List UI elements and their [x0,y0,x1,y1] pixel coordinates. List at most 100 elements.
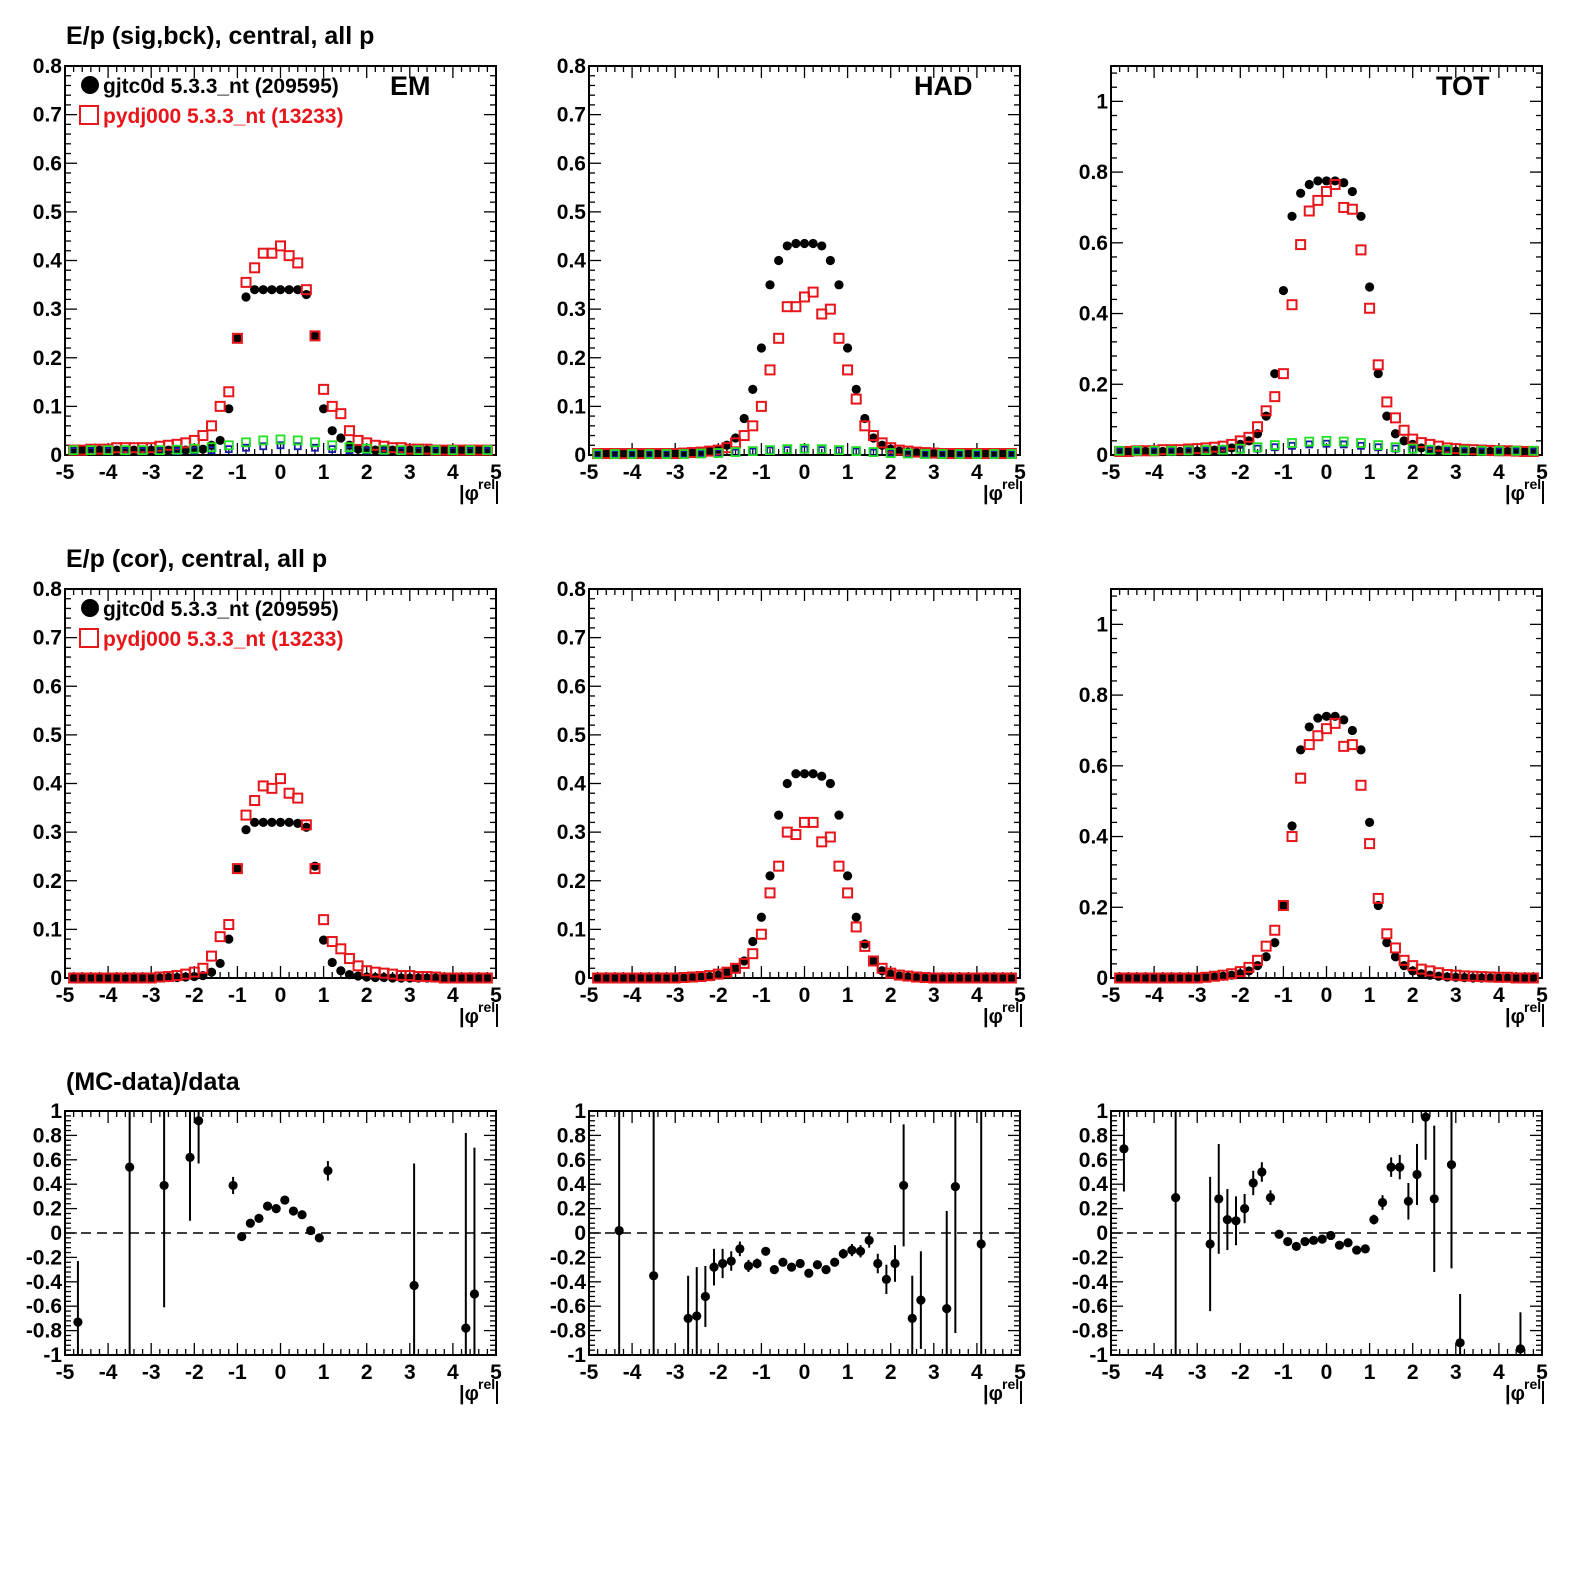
mc-point [206,950,218,962]
x-axis-label: |φ [459,1006,479,1028]
bck-mc-point [258,435,269,446]
data-point [1347,725,1357,736]
bck-mc-point [327,440,338,451]
x-tick-label: 4 [447,1361,459,1384]
plot-frame [1110,65,1543,456]
bck-mc-point [903,448,913,459]
x-tick-label: 2 [1407,461,1419,484]
legend-mc-label: pydj000 5.3.3_nt (13233) [103,105,343,128]
x-tick-label: -1 [752,1361,771,1384]
ratio-point [228,1180,238,1191]
x-tick-label: 0 [799,461,811,484]
data-point [860,939,870,949]
mc-point [1321,186,1332,198]
x-tick-label: -3 [1188,461,1207,484]
x-axis-label-superscript: rel [478,476,495,492]
data-point [336,433,346,443]
bck-data-point [697,449,705,458]
data-point [739,413,749,424]
mc-point [326,936,338,948]
x-tick-label: 0 [799,1361,811,1384]
y-tick-label: 0.5 [557,724,587,747]
x-tick-label: 3 [928,984,940,1007]
data-point [1270,369,1280,379]
bck-mc-point [1442,445,1453,455]
data-point [482,973,492,983]
data-point [1520,973,1530,983]
x-tick-label: 1 [1364,1361,1376,1384]
bck-data-point [207,446,216,455]
y-tick-label: 0.5 [557,201,587,224]
y-tick-label: 0.1 [557,395,587,418]
bck-mc-point [989,449,1000,459]
data-point [474,445,484,455]
data-point [670,448,680,459]
y-tick-label: 0.8 [33,1124,63,1147]
bck-mc-point [1476,445,1487,456]
data-point [293,818,303,828]
data-point [258,817,268,828]
x-tick-label: 4 [971,984,983,1007]
bck-mc-point [937,449,948,459]
data-point [241,292,251,302]
x-tick-label: 1 [318,461,330,484]
y-tick-label: 1 [574,1100,586,1123]
bck-data-point [904,449,912,458]
x-axis-label-superscript: rel [1002,476,1019,492]
mc-point [1260,405,1272,417]
data-point [911,972,922,983]
ratio-point [812,1260,823,1270]
mc-point [1005,972,1017,984]
bck-mc-point [1390,442,1401,453]
data-point [1287,821,1297,831]
x-tick-label: -3 [666,461,685,484]
data-point [670,973,680,983]
data-point [817,771,827,781]
data-point [920,973,930,983]
legend-mc-marker [79,105,99,125]
y-tick-label: 0.7 [557,627,586,650]
mc-point [1269,391,1281,403]
ratio-point [769,1265,779,1275]
x-tick-label: 1 [318,984,330,1007]
panel-em_sigbck: -5 -4 -3 -2 -1 0 1 2 3 4 5 0 0.1 0.2 0.3 0.4 0.5 0.6 0.7 0.… [33,55,502,505]
x-tick-label: 5 [1536,461,1548,484]
data-point [601,973,611,983]
mc-point [1252,421,1264,433]
mc-point [231,332,243,344]
series-dot [69,817,492,983]
x-tick-label: 0 [275,984,287,1007]
data-point [946,973,956,983]
ratio-point [185,1152,195,1162]
legend-mc-label: pydj000 5.3.3_nt (13233) [103,628,343,651]
mc-point [1243,431,1255,443]
mc-point [275,773,286,785]
mc-point [1346,739,1358,751]
data-point [319,404,329,414]
ratio-point [700,1291,710,1302]
data-point [1347,186,1357,197]
ratio-point [1360,1244,1370,1254]
mc-point [867,430,879,442]
series-small-green [592,443,1017,459]
x-tick-label: -5 [1102,984,1121,1007]
x-tick-label: -3 [1188,984,1207,1007]
bck-mc-point [1200,445,1211,455]
data-point [834,810,844,820]
x-axis-label-superscript: rel [1002,999,1019,1015]
data-point [1528,973,1538,983]
bck-mc-point [1304,436,1315,447]
panel-had_sigbck: -5 -4 -3 -2 -1 0 1 2 3 4 5 0 0.1 0.2 0.3 0.4 0.5 0.6 0.7 0.… [557,55,1026,505]
y-tick-label: -1 [567,1344,586,1367]
data-point [439,973,449,983]
bck-data-point [628,450,636,458]
bck-mc-point [310,437,320,448]
mc-point [773,332,785,344]
mc-point [481,972,493,984]
ratio-point [297,1210,307,1220]
mc-point [1329,178,1341,190]
ratio-point [942,1304,952,1314]
data-point [439,445,449,455]
data-point [474,973,484,983]
y-tick-label: 0.1 [33,918,63,941]
